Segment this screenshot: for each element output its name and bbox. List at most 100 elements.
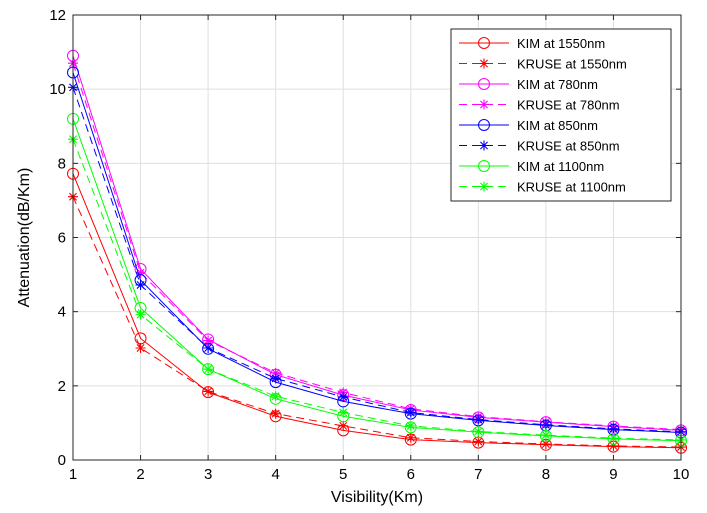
series-line-kim-at-1100nm: [72, 118, 682, 442]
legend-marker-icon: [478, 119, 490, 131]
data-point: [473, 414, 484, 425]
legend-item-kruse-at-1550nm: KRUSE at 1550nm: [459, 57, 627, 72]
legend-marker-icon: [479, 181, 489, 192]
data-point: [135, 343, 146, 354]
x-tick-label: 8: [542, 466, 550, 483]
data-point: [270, 367, 281, 378]
data-point: [270, 373, 281, 384]
legend-marker-icon: [478, 78, 490, 90]
data-point-stroke: [405, 432, 416, 443]
x-tick-label: 2: [136, 466, 144, 483]
data-point-stroke: [473, 426, 484, 437]
legend-label: KRUSE at 850nm: [517, 139, 620, 154]
data-point: [473, 426, 484, 437]
legend-marker-icon: [479, 140, 489, 151]
x-tick-label: 6: [407, 466, 415, 483]
data-point: [270, 391, 281, 402]
data-point-stroke: [608, 440, 619, 451]
x-tick-label: 4: [271, 466, 279, 483]
data-point-stroke: [270, 391, 281, 402]
data-point-stroke: [338, 420, 349, 431]
data-point: [338, 407, 349, 418]
series-line-kim-at-780nm: [72, 55, 682, 431]
data-point: [405, 432, 416, 443]
data-point-stroke: [270, 367, 281, 378]
data-point: [540, 430, 551, 441]
y-tick-label: 10: [49, 81, 66, 98]
legend-marker-icon: [479, 99, 489, 110]
data-point-stroke: [135, 309, 146, 320]
data-point-stroke: [540, 439, 551, 450]
data-point: [203, 335, 214, 346]
data-point: [540, 439, 551, 450]
legend-label: KIM at 1550nm: [517, 36, 605, 51]
data-point: [338, 391, 349, 402]
data-point-stroke: [135, 279, 146, 290]
y-axis-label: Attenuation(dB/Km): [16, 168, 33, 308]
y-tick-label: 8: [58, 155, 66, 172]
legend-item-kim-at-1550nm: KIM at 1550nm: [459, 36, 605, 51]
y-tick-label: 12: [49, 7, 66, 24]
x-tick-label: 10: [673, 466, 690, 483]
legend-item-kruse-at-780nm: KRUSE at 780nm: [459, 98, 620, 113]
y-tick-label: 0: [58, 452, 66, 469]
data-point-stroke: [608, 423, 619, 434]
data-point-stroke: [135, 267, 146, 278]
data-point: [608, 433, 619, 444]
data-point-stroke: [270, 373, 281, 384]
data-point: [608, 440, 619, 451]
data-point-stroke: [473, 436, 484, 447]
data-point: [540, 419, 551, 430]
data-point-stroke: [608, 433, 619, 444]
legend-label: KIM at 850nm: [517, 118, 598, 133]
legend-label: KIM at 780nm: [517, 77, 598, 92]
x-axis-label: Visibility(Km): [331, 489, 423, 506]
data-point-stroke: [405, 407, 416, 418]
legend-marker-icon-stroke: [479, 58, 489, 69]
data-point: [473, 436, 484, 447]
data-point-stroke: [203, 335, 214, 346]
legend-box: [450, 28, 672, 202]
legend-label: KRUSE at 780nm: [517, 98, 620, 113]
data-point-stroke: [405, 420, 416, 431]
data-point: [203, 386, 214, 397]
x-tick-label: 1: [69, 466, 77, 483]
legend-item-kruse-at-1100nm: KRUSE at 1100nm: [459, 180, 626, 195]
series-line-kim-at-850nm: [72, 72, 682, 434]
legend-label: KRUSE at 1550nm: [517, 57, 627, 72]
y-tick-label: 4: [58, 304, 66, 321]
series-group: [67, 49, 687, 454]
legend-marker-icon-stroke: [479, 140, 489, 151]
series-line-kruse-at-1550nm: [72, 196, 682, 448]
series-line-kim-at-1550nm: [72, 173, 682, 449]
data-point: [608, 423, 619, 434]
legend-marker-icon: [479, 58, 489, 69]
data-point: [135, 309, 146, 320]
data-point-stroke: [540, 419, 551, 430]
data-point: [202, 363, 215, 376]
data-point-stroke: [135, 343, 146, 354]
legend-label: KIM at 1100nm: [517, 159, 604, 174]
data-point: [405, 420, 416, 431]
x-tick-label: 7: [474, 466, 482, 483]
legend-marker-icon: [478, 160, 490, 172]
legend-item-kim-at-1100nm: KIM at 1100nm: [459, 159, 604, 174]
legend-marker-icon-stroke: [479, 99, 489, 110]
legend-marker-icon-stroke: [479, 181, 489, 192]
data-point: [203, 364, 214, 375]
legend-item-kim-at-850nm: KIM at 850nm: [459, 118, 598, 133]
y-tick-label: 2: [58, 378, 66, 395]
data-point-stroke: [540, 430, 551, 441]
legend-label: KRUSE at 1100nm: [517, 180, 626, 195]
data-point: [203, 343, 214, 354]
legend: KIM at 1550nm KRUSE at 1550nm KIM at 780nm…: [450, 28, 672, 202]
legend-marker-icon: [478, 37, 490, 49]
x-tick-label: 5: [339, 466, 347, 483]
data-point-stroke: [203, 364, 214, 375]
data-point: [135, 279, 146, 290]
data-point-stroke: [203, 386, 214, 397]
data-point-stroke: [338, 391, 349, 402]
legend-item-kruse-at-850nm: KRUSE at 850nm: [459, 139, 620, 154]
series-line-kruse-at-1100nm: [72, 139, 682, 441]
